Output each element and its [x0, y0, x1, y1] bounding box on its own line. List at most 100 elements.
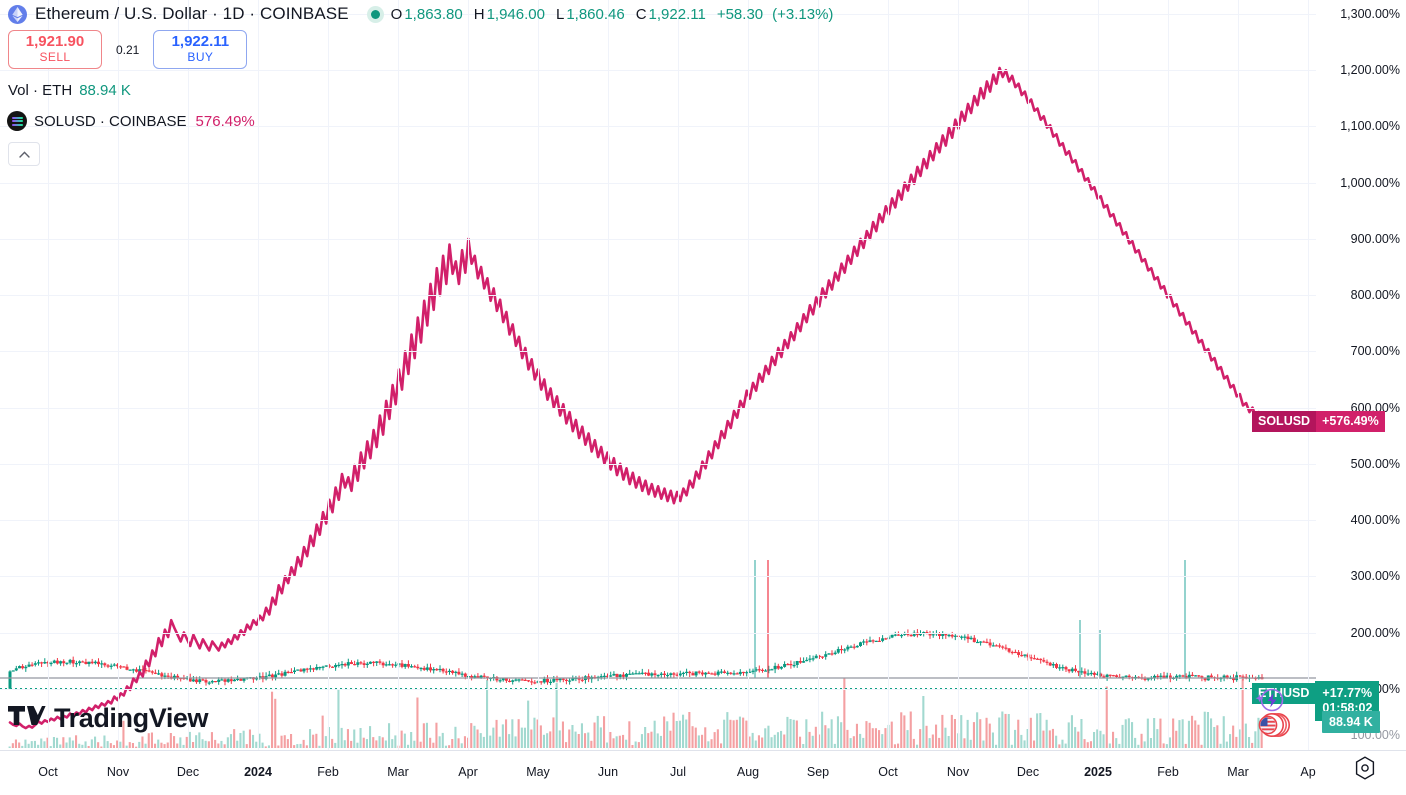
ohlc-low-label: L: [555, 5, 565, 23]
price-tick: 900.00%: [1350, 231, 1400, 246]
usd-coin-icon[interactable]: [1256, 712, 1290, 743]
grid-line-vertical: [748, 0, 749, 750]
price-tick: 400.00%: [1350, 513, 1400, 528]
time-tick: Oct: [38, 765, 58, 779]
volume-badge-value: 88.94 K: [1329, 715, 1373, 729]
grid-line-vertical: [258, 0, 259, 750]
grid-line-horizontal: [0, 576, 1316, 578]
time-tick: Sep: [806, 765, 830, 779]
time-scale[interactable]: Oct Nov Dec 2024 Feb Mar Apr May Jun Jul Aug Sep Oct…: [0, 750, 1406, 795]
chart-title[interactable]: Ethereum / U.S. Dollar · 1D · COINBASE: [35, 4, 349, 23]
grid-line-vertical: [328, 0, 329, 750]
time-tick: Nov: [946, 765, 970, 779]
price-tick: 1,300.00%: [1340, 7, 1400, 21]
ethereum-icon: [8, 4, 27, 24]
sell-button[interactable]: 1,921.90 SELL: [8, 30, 102, 70]
price-tick: 1,100.00%: [1340, 119, 1400, 134]
grid-line-vertical: [1308, 0, 1309, 750]
market-open-dot: [366, 5, 384, 23]
ohlc-high-label: H: [473, 5, 485, 23]
volume-badge[interactable]: 88.94 K: [1322, 711, 1380, 733]
chart-legend: Ethereum / U.S. Dollar · 1D · COINBASE O…: [8, 0, 835, 28]
time-tick: Mar: [1227, 765, 1249, 779]
grid-line-vertical: [608, 0, 609, 750]
time-tick: May: [526, 765, 550, 779]
price-tick: 1,200.00%: [1340, 63, 1400, 78]
grid-line-vertical: [1028, 0, 1029, 750]
price-scale[interactable]: 1,300.00% 1,200.00% 1,100.00% 1,000.00% 900.…: [1316, 0, 1406, 750]
grid-line-horizontal: [0, 688, 1316, 690]
grid-line-horizontal: [0, 407, 1316, 409]
grid-line-horizontal: [0, 351, 1316, 353]
time-tick: Feb: [1157, 765, 1179, 779]
grid-line-vertical: [958, 0, 959, 750]
grid-line-vertical: [1098, 0, 1099, 750]
legend-main-row[interactable]: Ethereum / U.S. Dollar · 1D · COINBASE O…: [8, 0, 835, 28]
price-tick: 1,000.00%: [1340, 175, 1400, 190]
chart-plot-area[interactable]: [0, 0, 1316, 750]
sell-price: 1,921.90: [25, 33, 85, 50]
time-tick: Nov: [106, 765, 130, 779]
tradingview-watermark: TradingView: [8, 703, 209, 734]
time-tick: Dec: [176, 765, 200, 779]
tradingview-logo: [8, 704, 46, 733]
chart-canvas: [0, 66, 1316, 748]
ethusd-price-badge[interactable]: ETHUSD +17.77% 01:58:02: [1252, 680, 1380, 721]
time-tick: Ap: [1300, 765, 1316, 779]
grid-line-vertical: [1168, 0, 1169, 750]
grid-line-vertical: [888, 0, 889, 750]
compare-legend-row[interactable]: SOLUSD · COINBASE 576.49%: [8, 112, 255, 130]
time-tick: Jun: [597, 765, 619, 779]
ohlc-open-value: 1,863.80: [404, 5, 463, 23]
buy-button[interactable]: 1,922.11 BUY: [153, 30, 248, 70]
grid-line-vertical: [118, 0, 119, 750]
grid-line-horizontal: [0, 126, 1316, 128]
grid-line-horizontal: [0, 70, 1316, 72]
time-tick: Dec: [1016, 765, 1040, 779]
tradingview-wordmark: TradingView: [54, 703, 209, 733]
compare-legend-label[interactable]: SOLUSD · COINBASE: [34, 112, 187, 130]
price-tick: 500.00%: [1350, 456, 1400, 471]
time-tick: Aug: [736, 765, 760, 779]
buy-label: BUY: [187, 49, 214, 64]
grid-line-horizontal: [0, 632, 1316, 634]
ohlc-change-percent: (+3.13%): [772, 5, 834, 23]
compare-legend-value: 576.49%: [195, 112, 255, 130]
grid-line-horizontal: [0, 520, 1316, 522]
ohlc-close-label: C: [635, 5, 647, 23]
time-tick: Jul: [670, 765, 686, 779]
lightning-bolt-icon[interactable]: [1254, 688, 1284, 719]
time-tick: Apr: [458, 765, 478, 779]
ethusd-badge-value: +17.77%: [1322, 685, 1373, 700]
ethusd-badge-values: +17.77% 01:58:02: [1315, 680, 1380, 721]
volume-legend-row[interactable]: Vol · ETH 88.94 K: [8, 82, 131, 99]
grid-line-horizontal: [0, 295, 1316, 297]
grid-line-horizontal: [0, 14, 1316, 15]
price-tick: 700.00%: [1350, 344, 1400, 359]
solana-icon: [8, 112, 26, 130]
time-tick: 2024: [244, 765, 272, 779]
time-tick: Oct: [878, 765, 898, 779]
volume-legend-value: 88.94 K: [79, 82, 131, 99]
ohlc-low-value: 1,860.46: [566, 5, 625, 23]
price-tick: 300.00%: [1350, 569, 1400, 584]
time-tick: 2025: [1084, 765, 1112, 779]
time-tick: Feb: [317, 765, 339, 779]
grid-line-horizontal: [0, 463, 1316, 465]
grid-line-vertical: [1238, 0, 1239, 750]
price-tick: 800.00%: [1350, 288, 1400, 303]
ohlc-open-label: O: [390, 5, 403, 23]
grid-line-horizontal: [0, 238, 1316, 240]
grid-line-vertical: [818, 0, 819, 750]
collapse-legend-button[interactable]: [8, 142, 40, 166]
crosshair-target-icon[interactable]: [1352, 755, 1378, 786]
solusd-badge-value: +576.49%: [1316, 410, 1385, 432]
grid-line-vertical: [468, 0, 469, 750]
ohlc-values: O 1,863.80 H 1,946.00 L 1,860.46 C 1,922.11 +58.…: [391, 6, 836, 23]
grid-line-vertical: [678, 0, 679, 750]
volume-legend-label: Vol · ETH: [8, 82, 73, 99]
spread-value: 0.21: [116, 42, 140, 57]
solusd-price-badge[interactable]: SOLUSD +576.49%: [1252, 410, 1385, 432]
grid-line-vertical: [398, 0, 399, 750]
